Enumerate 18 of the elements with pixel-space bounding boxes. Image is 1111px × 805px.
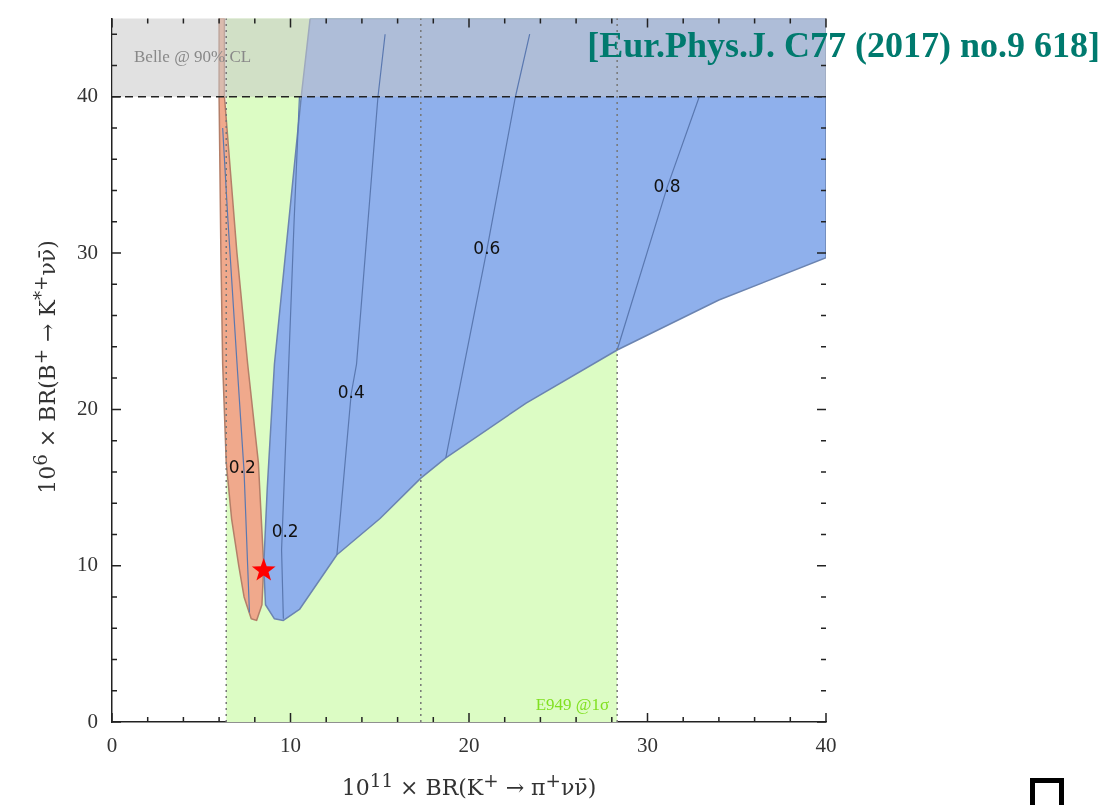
x-tick-label: 10 (280, 733, 301, 758)
annotation: 0.6 (473, 238, 501, 259)
y-tick-label: 30 (77, 239, 98, 264)
band-label: E949 @1σ (535, 694, 610, 714)
x-tick-label: 0 (106, 733, 118, 758)
annotation: [Eur.Phys.J. C77 (2017) no.9 618] (587, 25, 1100, 66)
annotation: 0.8 (653, 175, 681, 196)
annotation: 0.2 (271, 521, 299, 542)
annotation: 0.2 (228, 457, 256, 478)
x-tick-label: 40 (815, 733, 837, 758)
x-axis-title: 10$^{11}$ × BR(K$^{+}$ → π$^{+}$νν̄) (341, 770, 597, 801)
y-tick-label: 0 (87, 708, 98, 733)
annotation: 0.4 (337, 382, 365, 403)
y-tick-label: 10 (77, 552, 98, 577)
x-tick-label: 30 (637, 733, 658, 758)
x-tick-label: 20 (458, 733, 480, 758)
y-tick-label: 20 (77, 395, 98, 420)
y-tick-label: 40 (77, 83, 98, 108)
